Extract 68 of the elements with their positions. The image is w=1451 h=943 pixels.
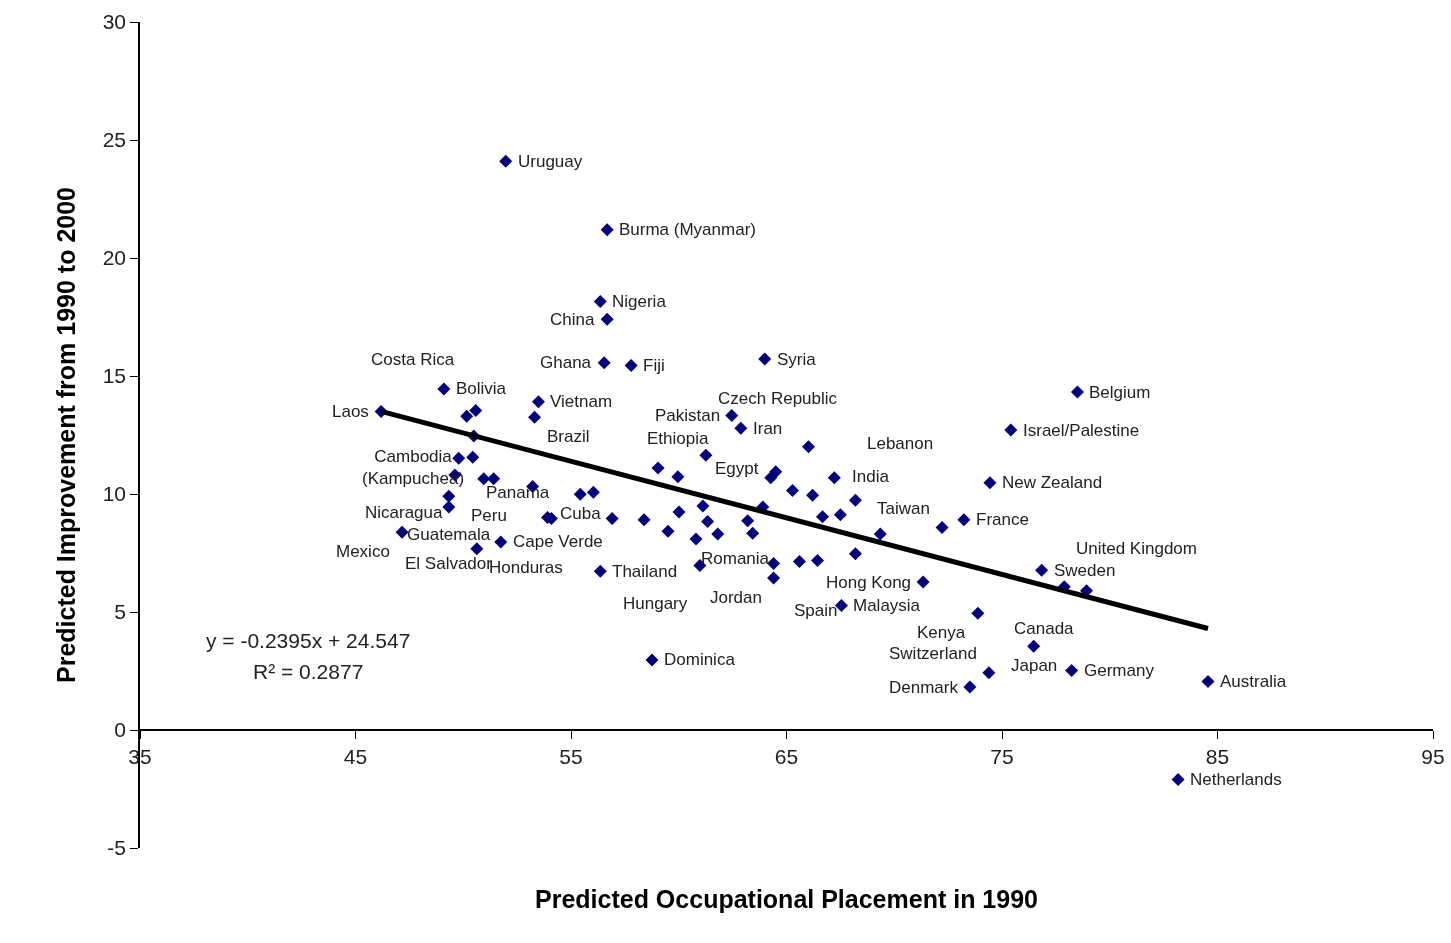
annotation: Cape Verde	[513, 532, 603, 551]
x-axis-title: Predicted Occupational Placement in 1990	[535, 885, 1038, 913]
annotation: Czech Republic	[718, 389, 838, 408]
annotation: Netherlands	[1190, 770, 1282, 789]
annotation: Laos	[332, 402, 369, 421]
annotation: y = -0.2395x + 24.547	[206, 629, 411, 652]
annotation: Romania	[701, 549, 770, 568]
y-tick-label: 5	[114, 600, 127, 624]
annotation: Burma (Myanmar)	[619, 220, 756, 239]
annotation: Costa Rica	[371, 350, 455, 369]
annotation: Switzerland	[889, 644, 977, 663]
annotation: Vietnam	[550, 392, 613, 411]
annotation: Japan	[1011, 656, 1058, 675]
annotation: R² = 0.2877	[253, 660, 364, 683]
x-tick-label: 45	[343, 744, 368, 768]
annotation: Egypt	[715, 459, 759, 478]
annotation: Canada	[1014, 619, 1075, 638]
annotation: Syria	[777, 350, 817, 369]
annotation: Thailand	[612, 562, 678, 581]
annotation: Hungary	[623, 594, 688, 613]
annotation: Mexico	[336, 542, 390, 561]
annotation: United Kingdom	[1076, 539, 1197, 558]
y-tick-label: 10	[102, 482, 127, 506]
annotation: Belgium	[1089, 383, 1151, 402]
x-tick-label: 95	[1421, 744, 1445, 768]
annotation: Brazil	[547, 427, 590, 446]
y-axis-title: Predicted Improvement from 1990 to 2000	[51, 186, 80, 684]
annotation: Ghana	[540, 353, 592, 372]
annotation: Iran	[753, 419, 783, 438]
x-tick-label: 85	[1205, 744, 1230, 768]
annotation: Cuba	[560, 504, 602, 523]
annotation: Hong Kong	[826, 573, 912, 592]
annotation: Pakistan	[655, 406, 721, 425]
annotation: Ethiopia	[647, 429, 709, 448]
annotation: Jordan	[710, 588, 762, 607]
y-tick-label: 0	[114, 718, 127, 742]
annotation: France	[976, 510, 1029, 529]
annotation: Germany	[1084, 661, 1155, 680]
y-tick-label: 30	[102, 10, 127, 34]
annotation: Panama	[486, 483, 550, 502]
y-tick-label: 20	[102, 246, 127, 270]
annotation: Cambodia (Kampuchea)	[362, 447, 465, 489]
annotation: Fiji	[643, 356, 665, 375]
annotation: Lebanon	[867, 434, 934, 453]
annotation: Spain	[794, 601, 838, 620]
y-tick-label: 25	[102, 128, 127, 152]
annotation: Guatemala	[407, 525, 491, 544]
y-tick-label: -5	[107, 836, 127, 860]
annotation: Dominica	[664, 650, 736, 669]
y-tick-label: 15	[102, 364, 127, 388]
annotation: Sweden	[1054, 561, 1116, 580]
annotation: Bolivia	[456, 379, 507, 398]
annotation: China	[550, 310, 595, 329]
annotation: Taiwan	[877, 499, 930, 518]
x-tick-label: 65	[774, 744, 799, 768]
annotation: Peru	[471, 506, 507, 525]
annotation: Uruguay	[518, 152, 583, 171]
annotation: New Zealand	[1002, 473, 1103, 492]
annotation: Nigeria	[612, 292, 667, 311]
annotation: Malaysia	[853, 596, 921, 615]
annotation: India	[852, 467, 890, 486]
annotation: Denmark	[889, 678, 959, 697]
annotation: Kenya	[917, 623, 966, 642]
annotation: Nicaragua	[365, 503, 444, 522]
x-tick-label: 75	[990, 744, 1014, 768]
annotation: Israel/Palestine	[1023, 421, 1140, 440]
x-tick-label: 55	[559, 744, 583, 768]
annotation: Australia	[1220, 672, 1287, 691]
